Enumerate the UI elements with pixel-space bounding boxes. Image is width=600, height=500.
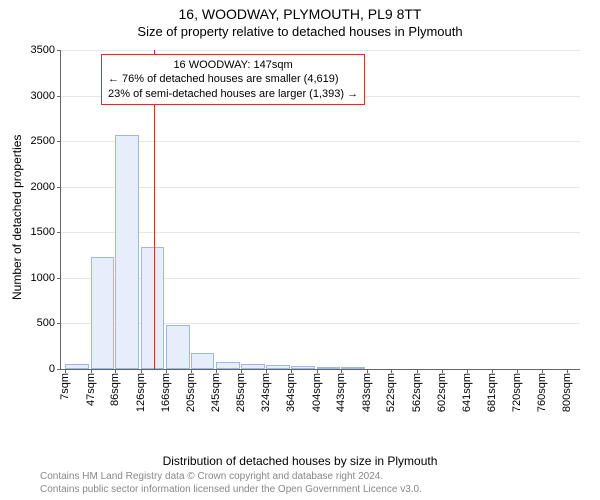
histogram-bar: [115, 135, 139, 369]
histogram-bar: [191, 353, 215, 369]
x-tick-label: 602sqm: [436, 369, 448, 412]
y-tick-mark: [57, 141, 61, 142]
x-tick-label: 562sqm: [411, 369, 423, 412]
x-tick-label: 166sqm: [160, 369, 172, 412]
x-tick-label: 205sqm: [185, 369, 197, 412]
gridline: [61, 50, 580, 51]
attribution-footer: Contains HM Land Registry data © Crown c…: [40, 470, 422, 496]
footer-line-1: Contains HM Land Registry data © Crown c…: [40, 470, 422, 483]
y-tick-mark: [57, 187, 61, 188]
x-tick-label: 760sqm: [536, 369, 548, 412]
y-tick-mark: [57, 278, 61, 279]
x-tick-label: 800sqm: [561, 369, 573, 412]
annotation-line: 16 WOODWAY: 147sqm: [108, 58, 358, 72]
chart-area: 050010001500200025003000350016 WOODWAY: …: [60, 50, 580, 400]
annotation-line: ← 76% of detached houses are smaller (4,…: [108, 72, 358, 86]
x-tick-label: 483sqm: [361, 369, 373, 412]
x-axis-label: Distribution of detached houses by size …: [0, 454, 600, 468]
annotation-line: 23% of semi-detached houses are larger (…: [108, 87, 358, 101]
x-tick-label: 126sqm: [135, 369, 147, 412]
chart-subtitle: Size of property relative to detached ho…: [0, 24, 600, 39]
x-tick-label: 285sqm: [235, 369, 247, 412]
plot-region: 050010001500200025003000350016 WOODWAY: …: [60, 50, 580, 370]
x-tick-label: 720sqm: [511, 369, 523, 412]
x-tick-label: 681sqm: [486, 369, 498, 412]
y-tick-mark: [57, 323, 61, 324]
histogram-bar: [141, 247, 165, 369]
address-title: 16, WOODWAY, PLYMOUTH, PL9 8TT: [0, 6, 600, 22]
histogram-bar: [166, 325, 190, 369]
y-axis-label: Number of detached properties: [10, 134, 24, 299]
x-tick-label: 443sqm: [335, 369, 347, 412]
x-tick-label: 86sqm: [109, 369, 121, 406]
x-tick-label: 245sqm: [210, 369, 222, 412]
x-tick-label: 364sqm: [285, 369, 297, 412]
chart-header: 16, WOODWAY, PLYMOUTH, PL9 8TT Size of p…: [0, 0, 600, 39]
y-tick-mark: [57, 50, 61, 51]
annotation-box: 16 WOODWAY: 147sqm← 76% of detached hous…: [101, 54, 365, 105]
histogram-bar: [91, 257, 115, 369]
x-tick-label: 522sqm: [385, 369, 397, 412]
x-tick-label: 641sqm: [461, 369, 473, 412]
x-tick-label: 404sqm: [311, 369, 323, 412]
histogram-bar: [216, 362, 240, 369]
y-tick-mark: [57, 96, 61, 97]
y-tick-mark: [57, 232, 61, 233]
x-tick-label: 47sqm: [85, 369, 97, 406]
x-tick-label: 7sqm: [59, 369, 71, 400]
x-tick-label: 324sqm: [260, 369, 272, 412]
footer-line-2: Contains public sector information licen…: [40, 483, 422, 496]
